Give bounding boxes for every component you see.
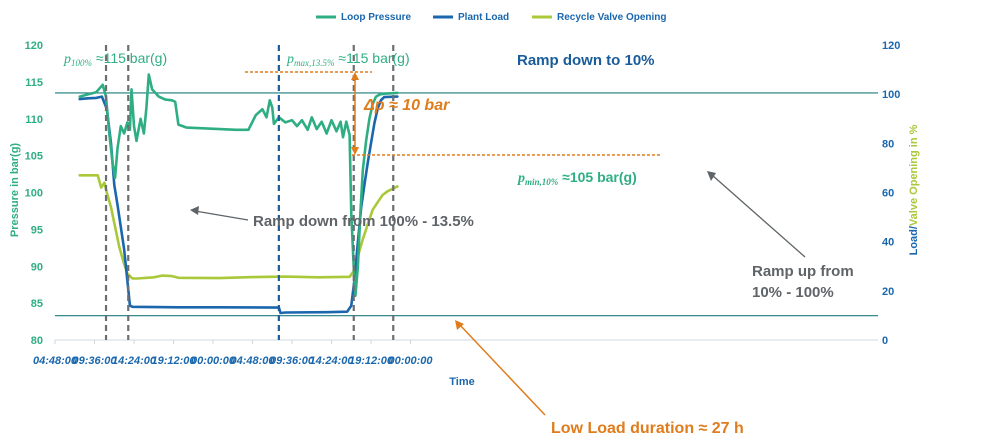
reference-lines xyxy=(55,92,878,317)
event-lines xyxy=(104,45,395,340)
x-tick-label: 04:48:00 xyxy=(230,355,275,367)
left-tick-label: 100 xyxy=(25,188,43,200)
annotation-ramp-up-line1: Ramp up from xyxy=(752,263,854,280)
legend-label-loop-pressure: Loop Pressure xyxy=(341,12,411,23)
annotations: p100% ≈115 bar(g) pmax,13.5% ≈115 bar(g)… xyxy=(63,50,854,437)
annotation-ramp-down-from: Ramp down from 100% - 13.5% xyxy=(253,213,474,230)
x-tick-label: 00:00:00 xyxy=(191,355,236,367)
low-load-arrow xyxy=(458,323,546,416)
delta-p-arrowhead-top xyxy=(351,72,359,80)
left-tick-label: 80 xyxy=(31,335,43,347)
right-axis-ticks: 0 20 40 60 80 100 120 xyxy=(882,40,900,347)
x-axis-title: Time xyxy=(449,376,474,388)
x-tick-label: 14:24:00 xyxy=(112,355,157,367)
ramp-up-arrowhead xyxy=(707,171,716,181)
left-axis-ticks: 80 85 90 95 100 105 110 115 120 xyxy=(25,40,43,347)
annotation-p100: p100% ≈115 bar(g) xyxy=(63,50,167,68)
x-axis-ticks: 04:48:0009:36:0014:24:0019:12:0000:00:00… xyxy=(33,340,433,367)
right-tick-label: 20 xyxy=(882,286,894,298)
series-line-loop-pressure xyxy=(78,73,399,298)
right-tick-label: 120 xyxy=(882,40,900,52)
series-line-recycle-valve-opening xyxy=(78,174,399,280)
low-load-arrowhead xyxy=(455,320,464,330)
right-tick-label: 80 xyxy=(882,138,894,150)
right-axis-title: Load/Valve Opening in % xyxy=(908,124,920,255)
x-tick-label: 19:12:00 xyxy=(349,355,394,367)
left-tick-label: 95 xyxy=(31,224,43,236)
right-tick-label: 60 xyxy=(882,188,894,200)
ramp-down-arrowhead xyxy=(190,206,199,215)
ramp-down-arrow xyxy=(194,210,249,221)
x-tick-label: 09:36:00 xyxy=(270,355,315,367)
legend-label-plant-load: Plant Load xyxy=(458,12,509,23)
right-tick-label: 0 xyxy=(882,335,888,347)
legend-label-recycle-valve: Recycle Valve Opening xyxy=(557,12,667,23)
x-tick-label: 00:00:00 xyxy=(389,355,434,367)
x-tick-label: 09:36:00 xyxy=(72,355,117,367)
right-tick-label: 100 xyxy=(882,89,900,101)
x-tick-label: 14:24:00 xyxy=(310,355,355,367)
left-tick-label: 120 xyxy=(25,40,43,52)
left-axis-title: Pressure in bar(g) xyxy=(9,143,21,237)
left-tick-label: 85 xyxy=(31,298,43,310)
left-tick-label: 90 xyxy=(31,261,43,273)
right-tick-label: 40 xyxy=(882,237,894,249)
annotation-ramp-down-10: Ramp down to 10% xyxy=(517,52,655,69)
left-tick-label: 105 xyxy=(25,151,43,163)
annotation-ramp-up-line2: 10% - 100% xyxy=(752,284,834,301)
annotation-pmin: pmin,10% ≈105 bar(g) xyxy=(517,169,637,187)
annotation-low-load: Low Load duration ≈ 27 h xyxy=(551,420,744,437)
left-tick-label: 115 xyxy=(25,77,43,89)
annotation-pmax: pmax,13.5% ≈115 bar(g) xyxy=(286,50,410,68)
x-tick-label: 04:48:00 xyxy=(33,355,78,367)
annotation-delta-p: Δp ≈ 10 bar xyxy=(363,97,450,114)
legend: Loop Pressure Plant Load Recycle Valve O… xyxy=(316,12,667,23)
delta-p-arrowhead-bottom xyxy=(351,147,359,155)
x-tick-label: 19:12:00 xyxy=(151,355,196,367)
ramp-up-arrow xyxy=(711,174,806,258)
left-tick-label: 110 xyxy=(25,114,43,126)
